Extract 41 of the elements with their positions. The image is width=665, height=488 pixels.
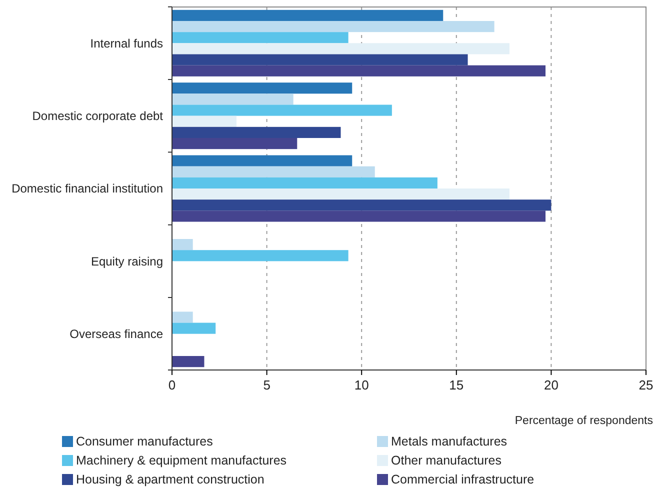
bar <box>172 239 193 250</box>
x-axis-title: Percentage of respondents <box>514 415 654 427</box>
bar <box>172 138 298 150</box>
bar <box>172 200 552 211</box>
bar <box>172 82 352 94</box>
bar <box>172 43 510 54</box>
y-tick-label: Domestic financial institution <box>12 182 163 196</box>
legend-label: Consumer manufactures <box>76 434 213 448</box>
bar <box>172 166 375 178</box>
bar <box>172 177 438 188</box>
bar <box>172 188 510 200</box>
y-tick-label: Domestic corporate debt <box>32 109 164 124</box>
x-tick-label: 10 <box>354 378 369 393</box>
bar <box>172 94 294 105</box>
y-tick-label: Internal funds <box>90 36 163 50</box>
bar <box>172 10 444 21</box>
y-tick-label: Equity raising <box>90 254 163 268</box>
x-tick-label: 5 <box>263 378 270 393</box>
bar <box>172 356 204 368</box>
legend-label: Housing & apartment construction <box>76 472 264 486</box>
bar <box>172 210 546 222</box>
bar <box>172 104 392 116</box>
bar <box>172 155 352 166</box>
bar <box>172 116 236 127</box>
bar <box>172 126 341 138</box>
bar <box>172 65 546 76</box>
legend-label: Commercial infrastructure <box>391 472 534 486</box>
bar <box>172 20 494 32</box>
x-tick-label: 15 <box>449 378 464 393</box>
bar <box>172 250 348 262</box>
x-tick-label: 25 <box>638 378 654 393</box>
x-tick-label: 0 <box>168 378 176 393</box>
bar <box>172 32 348 44</box>
y-tick-label: Overseas finance <box>70 327 164 342</box>
bar <box>172 312 193 323</box>
legend-label: Machinery & equipment manufactures <box>76 453 287 468</box>
bar <box>172 54 468 66</box>
legend-label: Metals manufactures <box>391 434 508 448</box>
bar <box>172 322 216 334</box>
x-tick-label: 20 <box>544 378 558 393</box>
legend-label: Other manufactures <box>391 453 502 468</box>
